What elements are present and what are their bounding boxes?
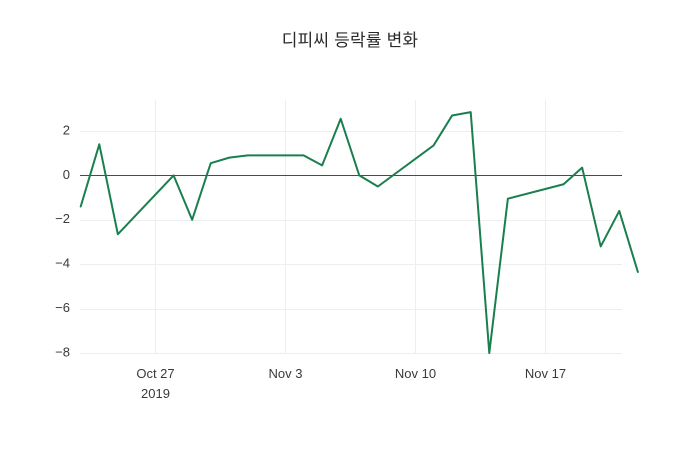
x-axis-tick-labels: Oct 27 2019 Nov 3 Nov 10 Nov 17 — [136, 366, 566, 401]
x-axis-tick-label: Nov 10 — [395, 366, 436, 381]
x-axis-tick-sublabel: 2019 — [141, 386, 170, 401]
x-axis-tick-label: Oct 27 — [136, 366, 174, 381]
y-axis-tick-label: −2 — [55, 211, 70, 226]
y-axis-tick-label: 0 — [63, 167, 70, 182]
y-axis-tick-label: −8 — [55, 344, 70, 359]
x-axis-tick-label: Nov 3 — [269, 366, 303, 381]
data-line-series — [79, 111, 639, 354]
chart-title: 디피씨 등락률 변화 — [281, 31, 419, 50]
y-axis-tick-labels: 2 0 −2 −4 −6 −8 — [55, 122, 70, 359]
y-axis-tick-label: 2 — [63, 122, 70, 137]
x-axis-tick-label: Nov 17 — [525, 366, 566, 381]
y-axis-tick-label: −6 — [55, 300, 70, 315]
y-axis-tick-label: −4 — [55, 256, 70, 271]
data-series-group — [79, 111, 639, 354]
gridlines-group — [80, 100, 622, 354]
